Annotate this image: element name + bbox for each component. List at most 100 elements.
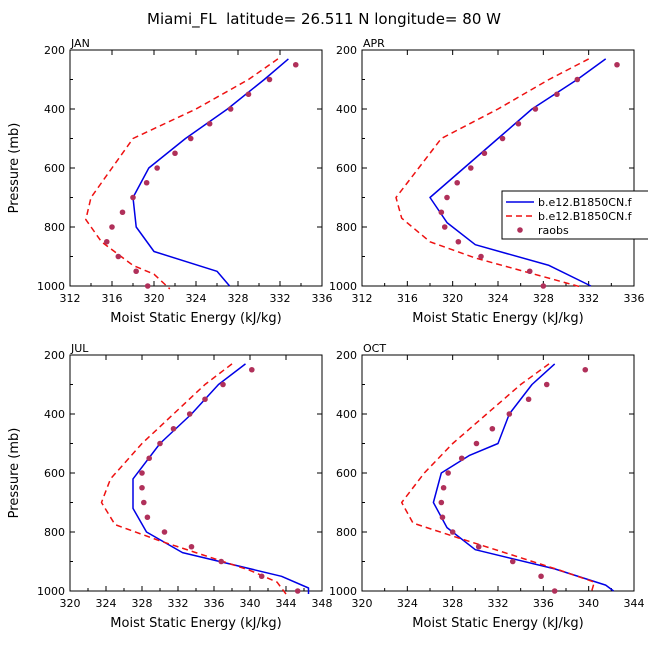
x-tick-label: 316 [397, 292, 418, 305]
panel-apr: APR 312 316 320 324 328 332 336 200 400 600 800 1000… [329, 37, 645, 326]
x-tick-label: 312 [352, 292, 373, 305]
y-axis-label: Pressure (mb) [7, 123, 22, 214]
raobs-point [473, 440, 480, 447]
legend-entry: b.e12.B1850CN.f [538, 196, 633, 209]
series-model-b-line [395, 58, 590, 289]
raobs-point [119, 209, 126, 216]
raobs-point [206, 120, 213, 127]
raobs-point [220, 381, 226, 388]
x-tick-label: 332 [270, 292, 291, 305]
y-tick-label: 800 [336, 221, 357, 234]
x-tick-label: 324 [397, 597, 418, 610]
raobs-point [141, 499, 147, 506]
x-tick-label: 316 [102, 292, 123, 305]
x-tick-label: 332 [578, 292, 599, 305]
x-tick-label: 320 [60, 597, 81, 610]
raobs-point [115, 253, 122, 260]
raobs-point [441, 224, 448, 230]
raobs-point [144, 514, 151, 521]
series-raobs [438, 61, 620, 289]
raobs-point [551, 588, 558, 594]
raobs-point [444, 194, 450, 201]
figure-title: Miami_FL latitude= 26.511 N longitude= 8… [147, 10, 501, 29]
raobs-point [475, 543, 482, 550]
x-tick-label: 348 [312, 597, 333, 610]
raobs-point [227, 106, 234, 112]
x-tick-label: 312 [60, 292, 81, 305]
raobs-point [188, 543, 195, 550]
x-tick-label: 320 [442, 292, 463, 305]
y-tick-label: 800 [44, 221, 65, 234]
y-tick-label: 200 [336, 44, 357, 57]
panel-label: OCT [363, 342, 386, 355]
raobs-point [481, 150, 488, 157]
raobs-point [440, 484, 447, 491]
y-tick-label: 200 [336, 349, 357, 362]
raobs-point [109, 224, 115, 230]
y-tick-label: 400 [336, 408, 357, 421]
x-tick-label: 320 [352, 597, 373, 610]
x-tick-label: 328 [132, 597, 153, 610]
raobs-point [170, 425, 177, 432]
raobs-point [157, 440, 163, 447]
panel-oct: OCT 320 324 328 332 336 340 344 200 400 600 800 1000… [329, 342, 645, 631]
x-tick-label: 340 [240, 597, 261, 610]
y-tick-label: 1000 [37, 585, 65, 598]
raobs-point [292, 61, 299, 68]
raobs-point [139, 484, 145, 491]
x-tick-label: 324 [488, 292, 509, 305]
y-tick-label: 600 [44, 467, 65, 480]
raobs-point [554, 91, 560, 98]
x-tick-label: 332 [168, 597, 189, 610]
y-tick-label: 600 [336, 467, 357, 480]
y-tick-label: 400 [44, 103, 65, 116]
raobs-point [614, 61, 620, 68]
raobs-point [266, 76, 273, 83]
y-tick-label: 1000 [329, 585, 357, 598]
raobs-point [187, 135, 194, 142]
x-tick-label: 328 [442, 597, 463, 610]
y-tick-label: 200 [44, 349, 65, 362]
raobs-point [186, 411, 193, 417]
raobs-point [540, 283, 547, 289]
y-tick-label: 200 [44, 44, 65, 57]
raobs-point [146, 455, 152, 462]
raobs-point [258, 573, 265, 580]
raobs-point [478, 253, 484, 260]
x-tick-label: 336 [312, 292, 333, 305]
raobs-point [139, 470, 145, 476]
series-model-b-line [85, 58, 279, 290]
x-axis-label: Moist Static Energy (kJ/kg) [110, 311, 281, 326]
legend-entry: b.e12.B1850CN.f [538, 210, 633, 223]
raobs-point [439, 514, 446, 521]
raobs-point [438, 499, 445, 506]
legend-box [501, 190, 648, 240]
raobs-point [154, 165, 160, 171]
series-raobs [139, 366, 301, 594]
raobs-point [172, 150, 178, 157]
x-axis-label: Moist Static Energy (kJ/kg) [412, 616, 583, 631]
x-tick-label: 336 [533, 597, 554, 610]
panel-label: APR [363, 37, 385, 50]
raobs-point [103, 238, 110, 245]
raobs-point [449, 529, 456, 535]
panel-label: JAN [70, 37, 90, 50]
raobs-point [509, 558, 516, 565]
raobs-point [445, 470, 451, 476]
raobs-point [294, 588, 301, 594]
raobs-point [218, 558, 224, 565]
y-axis-label: Pressure (mb) [7, 428, 22, 519]
y-tick-label: 400 [44, 408, 65, 421]
series-model-a-line [132, 58, 289, 287]
y-tick-label: 800 [44, 526, 65, 539]
x-tick-label: 344 [624, 597, 645, 610]
x-tick-label: 328 [228, 292, 249, 305]
x-tick-label: 336 [624, 292, 645, 305]
x-tick-label: 336 [204, 597, 225, 610]
raobs-point [438, 209, 445, 216]
raobs-point [468, 165, 474, 171]
series-model-a-line [132, 363, 310, 594]
x-tick-label: 332 [488, 597, 509, 610]
series-raobs [438, 366, 589, 594]
